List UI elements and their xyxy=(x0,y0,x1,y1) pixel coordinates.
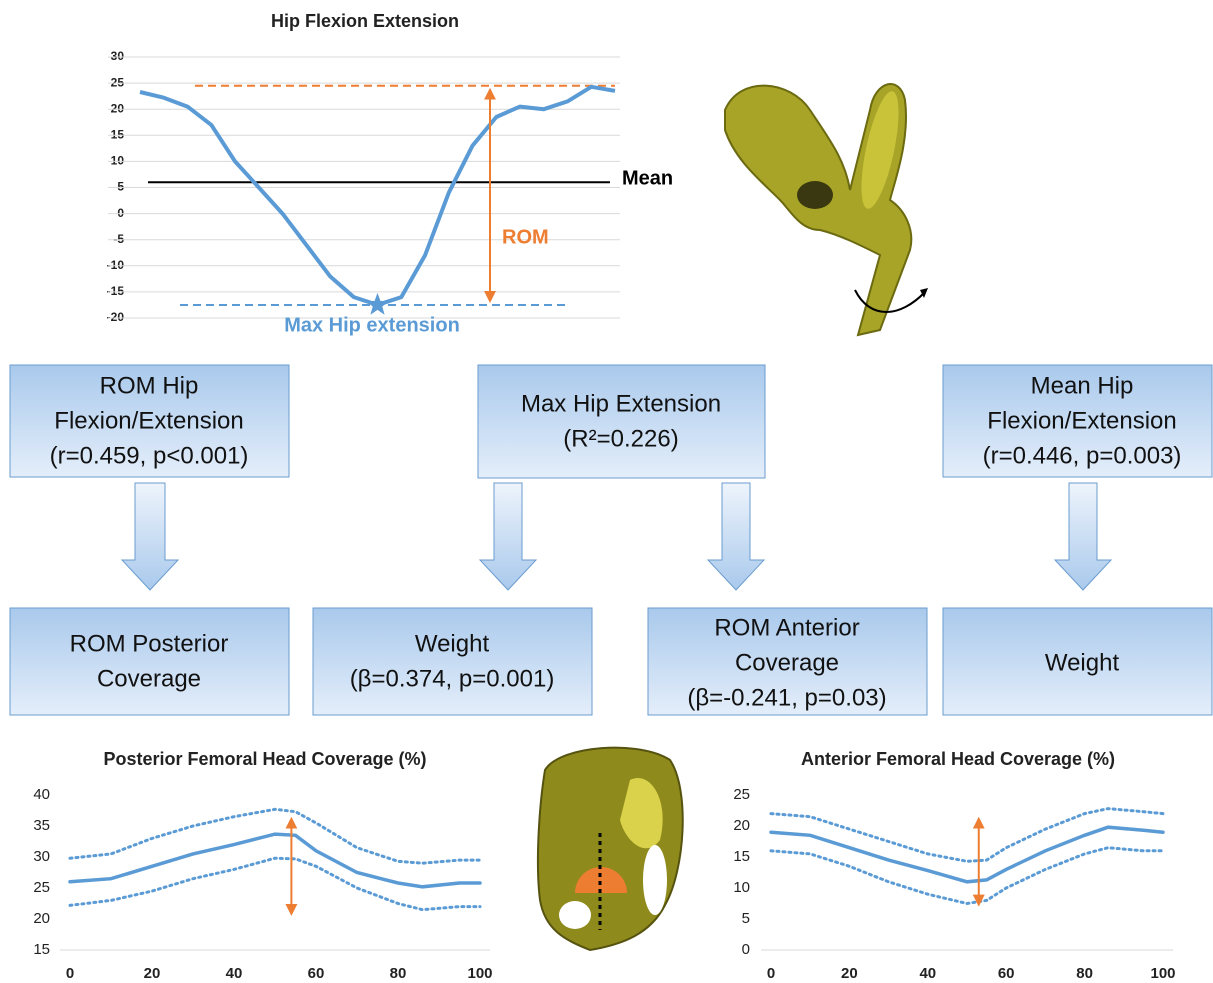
x-tick-label: 60 xyxy=(308,965,325,982)
y-tick-label: 0 xyxy=(117,206,124,220)
x-tick-label: 80 xyxy=(390,965,407,982)
x-tick-label: 0 xyxy=(66,965,74,982)
y-tick-label: 20 xyxy=(33,910,50,927)
mean-label: Mean xyxy=(622,168,673,190)
box: ROM Hip Flexion/Extension (r=0.459, p<0.… xyxy=(9,364,290,478)
box-text: ROM Posterior xyxy=(70,630,229,657)
y-tick-label: 5 xyxy=(742,910,750,927)
y-tick-label: 15 xyxy=(111,127,125,141)
x-tick-label: 40 xyxy=(226,965,243,982)
flow-arrows xyxy=(120,482,1113,591)
box-text: Flexion/Extension xyxy=(987,407,1176,434)
data-line xyxy=(68,832,482,889)
box-text: Mean Hip xyxy=(1031,372,1134,399)
min-label: Max Hip extension xyxy=(284,314,460,336)
box-text: Flexion/Extension xyxy=(54,407,243,434)
hip-illustration xyxy=(724,83,928,337)
box: Mean Hip Flexion/Extension (r=0.446, p=0… xyxy=(942,364,1213,478)
y-tick-label: 0 xyxy=(742,941,750,958)
pelvis-illustration xyxy=(536,746,684,952)
data-line xyxy=(68,807,482,865)
chart-title: Hip Flexion Extension xyxy=(271,11,459,31)
y-tick-label: -10 xyxy=(107,258,125,272)
box-text: ROM Hip xyxy=(100,372,199,399)
x-tick-label: 20 xyxy=(144,965,161,982)
y-tick-label: 15 xyxy=(733,848,750,865)
min-star xyxy=(366,292,389,315)
data-line xyxy=(769,807,1165,863)
box-text: (r=0.446, p=0.003) xyxy=(983,442,1182,469)
y-tick-label: -15 xyxy=(107,284,125,298)
chart-title: Anterior Femoral Head Coverage (%) xyxy=(801,749,1115,769)
y-tick-label: 30 xyxy=(111,49,125,63)
box: Weight xyxy=(942,607,1213,716)
chart-title: Posterior Femoral Head Coverage (%) xyxy=(103,749,426,769)
x-tick-label: 40 xyxy=(919,965,936,982)
y-tick-label: 30 xyxy=(33,848,50,865)
box: ROM Posterior Coverage xyxy=(9,607,290,716)
data-line xyxy=(68,856,482,912)
y-tick-label: -20 xyxy=(107,310,125,324)
box-text: Max Hip Extension xyxy=(521,390,721,417)
data-line xyxy=(769,825,1165,884)
box: Max Hip Extension (R²=0.226) xyxy=(477,364,766,479)
box-text: Weight xyxy=(1045,649,1120,676)
y-tick-label: 5 xyxy=(117,180,124,194)
x-tick-label: 0 xyxy=(767,965,775,982)
box-text: Coverage xyxy=(97,665,201,692)
x-tick-label: 80 xyxy=(1076,965,1093,982)
x-tick-label: 60 xyxy=(998,965,1015,982)
y-tick-label: 20 xyxy=(111,101,125,115)
box: Weight (β=0.374, p=0.001) xyxy=(312,607,593,716)
box-text: (r=0.459, p<0.001) xyxy=(50,442,249,469)
y-tick-label: 35 xyxy=(33,817,50,834)
data-line xyxy=(139,84,616,307)
box-text: Coverage xyxy=(735,649,839,676)
box-text: Weight xyxy=(415,630,490,657)
x-tick-label: 20 xyxy=(841,965,858,982)
y-tick-label: 40 xyxy=(33,786,50,803)
box-text: (β=-0.241, p=0.03) xyxy=(687,684,886,711)
rom-label: ROM xyxy=(502,226,549,248)
box-text: (β=0.374, p=0.001) xyxy=(350,665,555,692)
x-tick-label: 100 xyxy=(1150,965,1175,982)
y-tick-label: 25 xyxy=(111,75,125,89)
y-tick-label: 25 xyxy=(33,879,50,896)
box-text: ROM Anterior xyxy=(714,614,859,641)
box: ROM Anterior Coverage (β=-0.241, p=0.03) xyxy=(647,607,928,716)
y-tick-label: -5 xyxy=(113,232,124,246)
data-line xyxy=(769,846,1165,906)
y-tick-label: 10 xyxy=(111,154,125,168)
y-tick-label: 15 xyxy=(33,941,50,958)
y-tick-label: 25 xyxy=(733,786,750,803)
y-tick-label: 10 xyxy=(733,879,750,896)
y-tick-label: 20 xyxy=(733,817,750,834)
box-text: (R²=0.226) xyxy=(563,425,678,452)
x-tick-label: 100 xyxy=(467,965,492,982)
